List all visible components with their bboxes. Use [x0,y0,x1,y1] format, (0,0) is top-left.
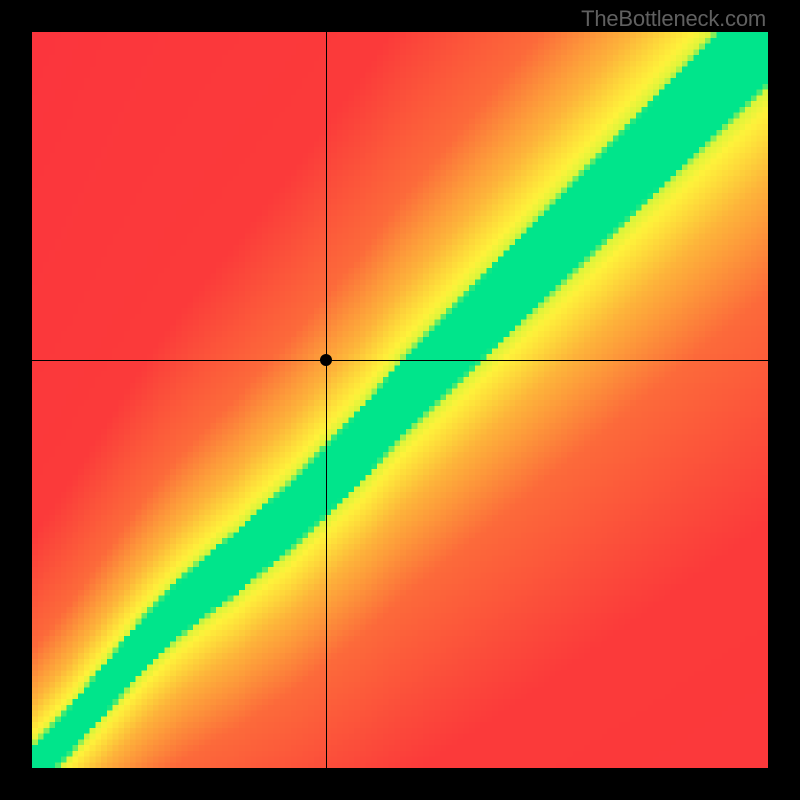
plot-area [32,32,768,768]
crosshair-vertical [326,32,327,768]
watermark-text: TheBottleneck.com [581,6,766,32]
crosshair-horizontal [32,360,768,361]
crosshair-marker [320,354,332,366]
heatmap-canvas [32,32,768,768]
chart-container: { "watermark": { "text": "TheBottleneck.… [0,0,800,800]
